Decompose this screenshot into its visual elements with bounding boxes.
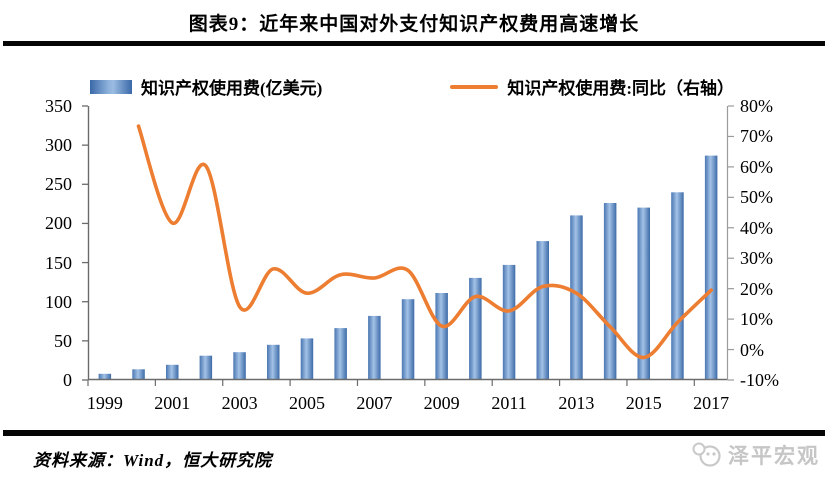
bar-2007 [368, 315, 381, 380]
yoy-trend-line [136, 124, 713, 360]
bar-2008 [401, 299, 415, 380]
bar-series-label: 知识产权使用费(亿美元) [141, 79, 323, 98]
bar-2013 [570, 215, 583, 380]
x-axis-label-2011: 2011 [491, 393, 527, 413]
right-axis-label-70%: 70% [740, 126, 773, 147]
right-axis-label--10%: -10% [740, 370, 779, 390]
right-axis-label-20%: 20% [740, 278, 773, 299]
bar-2004 [267, 344, 280, 380]
bar-1999 [98, 373, 112, 380]
left-axis-label-150: 150 [45, 252, 72, 273]
left-axis-label-350: 350 [45, 96, 72, 116]
right-axis-label-10%: 10% [740, 309, 773, 330]
x-axis: 1999 2001 2003 2005 2007 2009 2011 2013 2015 2017 [86, 393, 730, 415]
left-axis-label-200: 200 [45, 213, 72, 234]
left-axis-label-250: 250 [45, 174, 72, 195]
bar-2016 [671, 192, 684, 380]
bar-2015 [637, 207, 650, 380]
bar-series-swatch [90, 79, 132, 94]
bar-2014 [603, 203, 617, 380]
watermark-text: 泽平宏观 [728, 444, 820, 468]
right-axis-label-60%: 60% [740, 156, 773, 177]
x-axis-label-2013: 2013 [558, 393, 595, 413]
plot-canvas [82, 105, 734, 386]
bar-2017 [704, 155, 718, 380]
bar-2000 [132, 369, 145, 380]
line-series-label: 知识产权使用费:同比（右轴） [507, 79, 734, 98]
bar-2002 [199, 355, 213, 380]
bar-2010 [469, 277, 482, 380]
bar-2011 [502, 264, 516, 380]
line-series-swatch [450, 84, 499, 89]
right-axis-label-40%: 40% [740, 217, 773, 238]
bar-2003 [233, 352, 246, 380]
right-axis-label-0%: 0% [740, 339, 764, 360]
left-axis-label-100: 100 [45, 291, 72, 312]
right-axis-label-50%: 50% [740, 187, 773, 208]
legend-item-bars: 知识产权使用费(亿美元) [90, 74, 322, 99]
footer-divider-rule [3, 430, 825, 436]
watermark: 泽平宏观 [691, 440, 820, 470]
legend: 知识产权使用费(亿美元) 知识产权使用费:同比（右轴） [90, 74, 734, 99]
left-axis-label-300: 300 [45, 135, 72, 156]
x-axis-label-2003: 2003 [221, 393, 258, 413]
zeping-macro-logo-icon [692, 442, 721, 467]
plot-area [82, 105, 734, 386]
right-axis-label-30%: 30% [740, 248, 773, 269]
left-y-axis: 350 300 250 200 150 100 50 0 [0, 97, 72, 389]
data-source-note: 资料来源：Wind，恒大研究院 [33, 451, 273, 470]
title-divider-rule [3, 41, 825, 46]
x-axis-label-2017: 2017 [693, 393, 730, 413]
left-axis-label-50: 50 [54, 330, 72, 351]
x-axis-label-2001: 2001 [154, 393, 191, 413]
chart-title: 图表9：近年来中国对外支付知识产权费用高速增长 [188, 14, 640, 35]
bar-2006 [334, 328, 347, 380]
bar-2009 [435, 293, 448, 380]
right-axis-label-80%: 80% [740, 96, 773, 116]
x-axis-label-1999: 1999 [86, 393, 123, 413]
x-axis-label-2005: 2005 [288, 393, 325, 413]
bar-2005 [300, 338, 314, 380]
bar-2012 [536, 241, 549, 380]
bar-2001 [166, 364, 179, 380]
x-axis-label-2007: 2007 [356, 393, 393, 413]
right-y-axis: 80% 70% 60% 50% 40% 30% 20% 10% 0% -10% [740, 97, 826, 389]
legend-item-line: 知识产权使用费:同比（右轴） [450, 74, 734, 99]
x-axis-label-2009: 2009 [423, 393, 460, 413]
left-axis-label-0: 0 [63, 370, 72, 390]
x-axis-label-2015: 2015 [625, 393, 662, 413]
